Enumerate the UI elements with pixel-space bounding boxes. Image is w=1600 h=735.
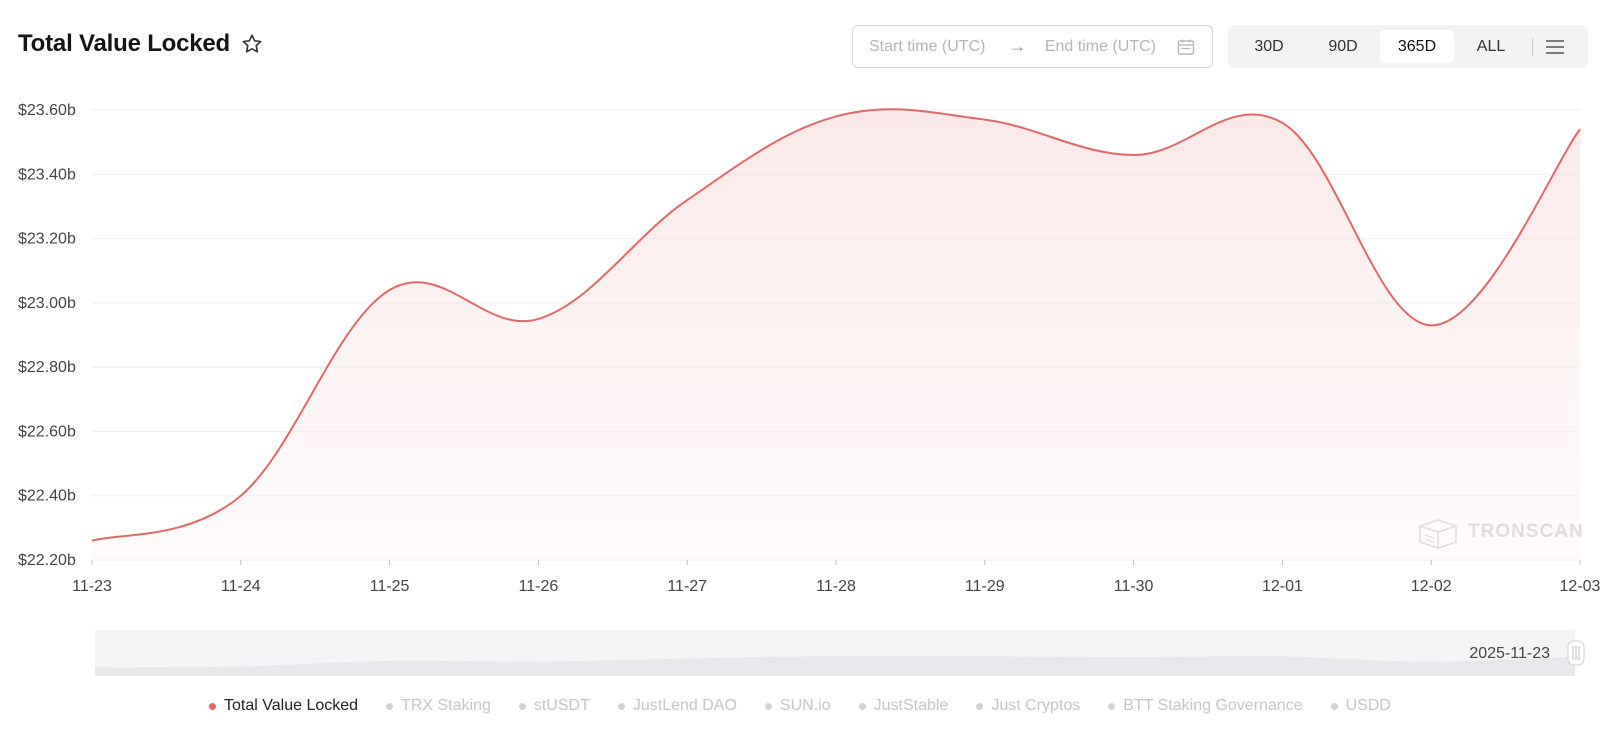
chart-header: Total Value Locked [18, 30, 264, 58]
x-tick-label: 11-24 [221, 578, 261, 595]
legend-item[interactable]: JustStable [858, 697, 949, 715]
y-tick-label: $23.20b [18, 231, 76, 248]
legend-label: BTT Staking Governance [1123, 697, 1303, 714]
legend-label: stUSDT [533, 697, 590, 714]
x-axis-ticks: 11-23 11-24 11-25 11-26 11-27 11-28 11-29 11-30… [72, 560, 1600, 595]
tvl-area-chart[interactable]: $22.20b $22.40b $22.60b $22.80b $23.00b $23.2… [0, 80, 1600, 680]
period-30d-button[interactable]: 30D [1254, 37, 1284, 55]
y-tick-label: $22.60b [18, 423, 76, 440]
x-tick-label: 11-28 [816, 578, 856, 595]
legend-label: SUN.io [779, 697, 831, 714]
legend-dot-icon [1108, 702, 1116, 710]
legend-item[interactable]: SUN.io [764, 697, 831, 715]
legend-item[interactable]: Total Value Locked [209, 697, 358, 715]
y-tick-label: $23.00b [18, 295, 76, 312]
legend-dot-icon [764, 702, 772, 710]
period-90d-button[interactable]: 90D [1328, 37, 1358, 55]
tronscan-watermark: TRONSCAN [1417, 519, 1584, 550]
x-tick-label: 11-25 [370, 578, 410, 595]
legend-label: JustLend DAO [632, 697, 737, 714]
slider-mini-area [95, 655, 1575, 676]
legend-item[interactable]: Just Cryptos [976, 697, 1080, 715]
legend-item[interactable]: BTT Staking Governance [1108, 697, 1303, 715]
page-title: Total Value Locked [18, 30, 231, 57]
calendar-icon[interactable] [1176, 37, 1196, 57]
x-tick-label: 12-02 [1411, 578, 1452, 595]
legend-dot-icon [1330, 702, 1338, 710]
tvl-series-line [91, 108, 1581, 542]
x-tick-label: 11-27 [667, 578, 707, 595]
end-time-input[interactable]: End time (UTC) [1044, 37, 1156, 55]
zoom-slider[interactable]: 2025-11-23 [95, 630, 1585, 676]
x-tick-label: 11-26 [519, 578, 559, 595]
date-range-picker[interactable]: Start time (UTC) → End time (UTC) [852, 25, 1213, 68]
period-365d-button[interactable]: 365D [1380, 30, 1454, 63]
legend-item[interactable]: TRX Staking [386, 697, 491, 715]
y-tick-label: $22.20b [18, 552, 76, 569]
x-tick-label: 12-01 [1262, 578, 1303, 595]
x-tick-label: 12-03 [1560, 578, 1600, 595]
x-tick-label: 11-23 [72, 578, 112, 595]
legend-dot-icon [518, 702, 526, 710]
x-tick-label: 11-30 [1114, 578, 1154, 595]
slider-handle[interactable] [1567, 640, 1585, 666]
slider-handle-label: 2025-11-23 [1469, 645, 1550, 662]
legend-dot-icon [617, 702, 625, 710]
legend-item[interactable]: JustLend DAO [617, 697, 737, 715]
divider [1532, 37, 1533, 56]
legend-label: TRX Staking [401, 697, 491, 714]
legend-label: Total Value Locked [224, 697, 359, 714]
legend-label: JustStable [873, 697, 949, 714]
arrow-right-icon: → [1008, 36, 1027, 56]
tvl-area-fill [92, 109, 1580, 561]
watermark-text: TRONSCAN [1468, 521, 1584, 542]
legend-label: USDD [1345, 697, 1391, 714]
star-outline-icon[interactable] [240, 32, 264, 56]
period-all-button[interactable]: ALL [1476, 37, 1506, 55]
period-selector: 30D 90D 365D ALL [1228, 25, 1588, 68]
start-time-input[interactable]: Start time (UTC) [869, 37, 986, 55]
y-tick-label: $22.40b [18, 488, 76, 505]
x-tick-label: 11-29 [965, 578, 1005, 595]
chart-legend: Total Value Locked TRX Staking stUSDT JustL… [0, 697, 1600, 715]
legend-label: Just Cryptos [991, 697, 1081, 714]
y-tick-label: $23.40b [18, 166, 76, 183]
hamburger-menu-icon[interactable] [1533, 30, 1577, 63]
legend-dot-icon [858, 702, 866, 710]
y-tick-label: $23.60b [18, 102, 76, 119]
legend-dot-icon [976, 702, 984, 710]
legend-dot-icon [386, 702, 394, 710]
legend-item[interactable]: stUSDT [518, 697, 590, 715]
legend-item[interactable]: USDD [1330, 697, 1391, 715]
y-axis-ticks: $22.20b $22.40b $22.60b $22.80b $23.00b $23.2… [18, 102, 76, 569]
legend-dot-icon [209, 702, 217, 710]
y-tick-label: $22.80b [18, 359, 76, 376]
